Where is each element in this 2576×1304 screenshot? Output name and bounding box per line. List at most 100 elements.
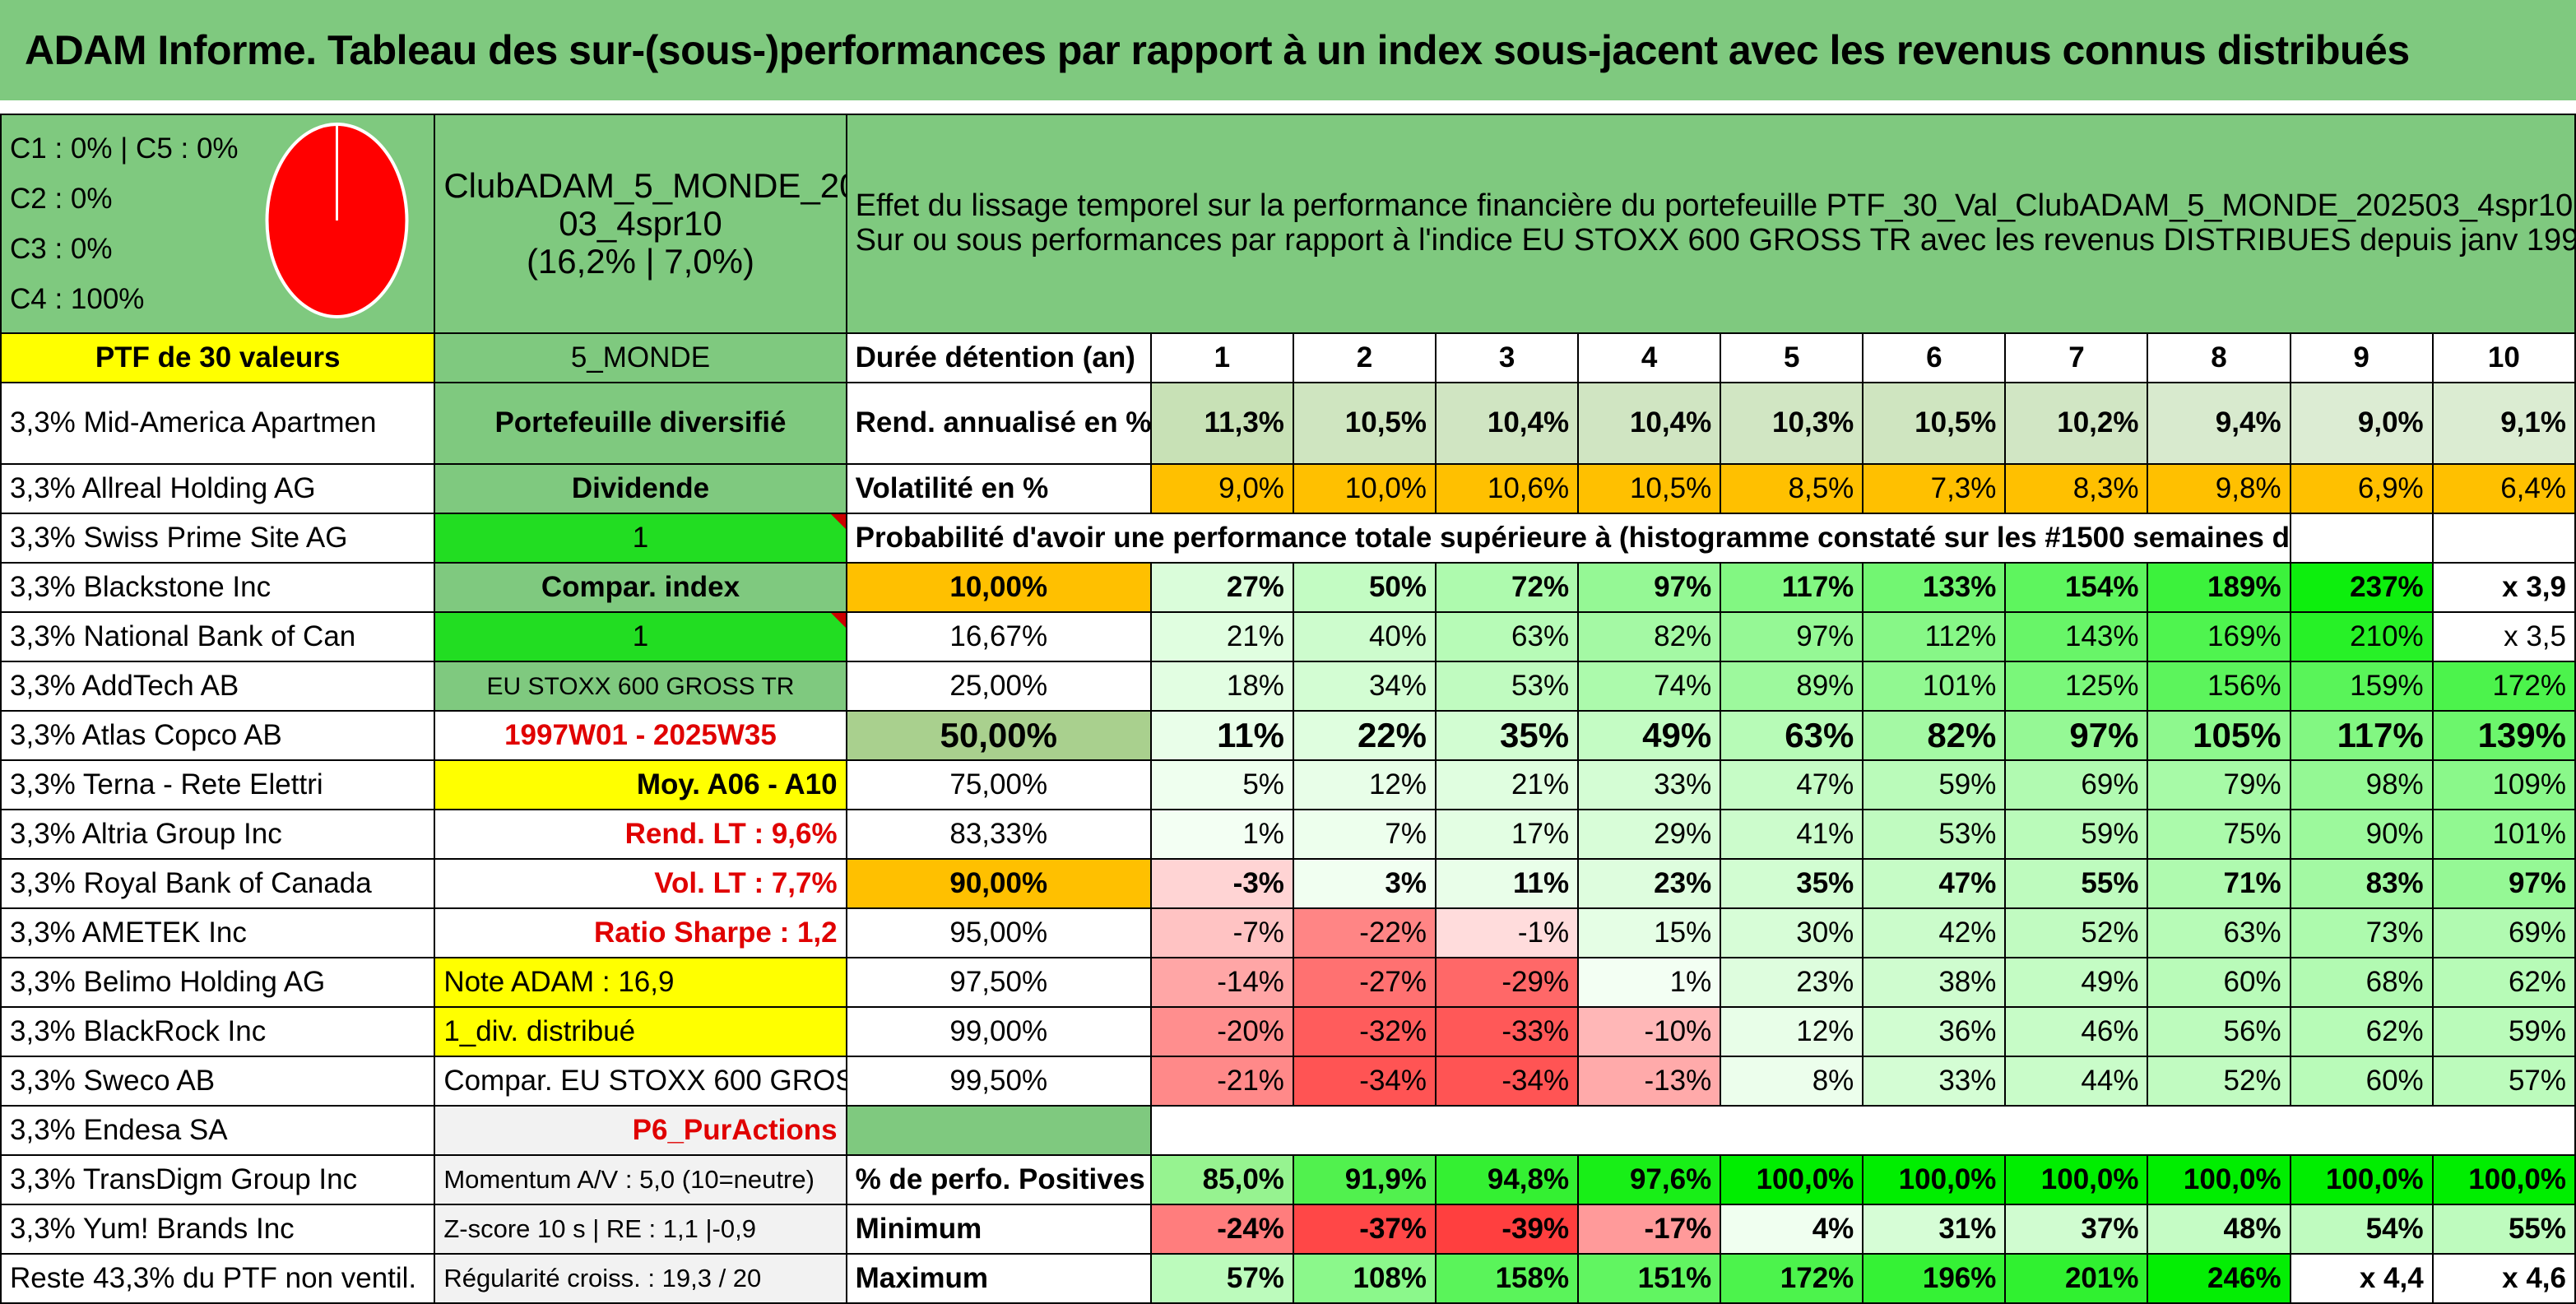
holding-row-remaining: Reste 43,3% du PTF non ventil.: [0, 1253, 436, 1304]
probability-value: 33%: [1577, 759, 1722, 810]
holding-row-6: 3,3% AddTech AB: [0, 661, 436, 712]
rend-value: 10,5%: [1862, 382, 2007, 465]
minimum-value: -17%: [1577, 1204, 1722, 1255]
separator-cell: [845, 1105, 1152, 1156]
rend-value: 9,0%: [2289, 382, 2434, 465]
holding-row-14: 3,3% Sweco AB: [0, 1056, 436, 1107]
probability-row: 3,3% Blackstone Inc Compar. index 10,00%…: [0, 562, 2576, 613]
minimum-value: -24%: [1149, 1204, 1294, 1255]
rend-value: 10,5%: [1292, 382, 1437, 465]
probability-value: 68%: [2289, 957, 2434, 1008]
probability-value: 71%: [2147, 858, 2291, 909]
probability-value: -14%: [1149, 957, 1294, 1008]
probability-row: 3,3% Terna - Rete Elettri Moy. A06 - A10…: [0, 759, 2576, 810]
adam-score: Note ADAM : 16,9: [434, 957, 847, 1008]
maximum-value: 158%: [1435, 1253, 1580, 1304]
probability-value: 63%: [1720, 710, 1864, 761]
positives-value: 94,8%: [1435, 1154, 1580, 1205]
probability-threshold: 83,33%: [845, 809, 1152, 860]
positives-value: 91,9%: [1292, 1154, 1437, 1205]
page-title: ADAM Informe. Tableau des sur-(sous-)per…: [0, 0, 2576, 100]
legend-c4: C4 : 100%: [10, 283, 145, 315]
volatility-value: 9,0%: [1149, 463, 1294, 514]
probability-value: 53%: [1435, 661, 1580, 712]
holding-row-1: 3,3% Mid-America Apartmen: [0, 382, 436, 465]
holding-row-3: 3,3% Swiss Prime Site AG: [0, 513, 436, 564]
probability-value: 60%: [2289, 1056, 2434, 1107]
probability-value: 75%: [2147, 809, 2291, 860]
maximum-value: 57%: [1149, 1253, 1294, 1304]
holding-row-13: 3,3% BlackRock Inc: [0, 1006, 436, 1057]
probability-value: 42%: [1862, 907, 2007, 958]
probability-row: 3,3% Sweco AB Compar. EU STOXX 600 GROSS…: [0, 1056, 2576, 1107]
sharpe-ratio: Ratio Sharpe : 1,2: [434, 907, 847, 958]
year-9: 9: [2289, 332, 2434, 383]
volatility-value: 10,6%: [1435, 463, 1580, 514]
positives-value: 100,0%: [2431, 1154, 2576, 1205]
allocation-legend: C1 : 0% | C5 : 0% C2 : 0% C3 : 0% C4 : 1…: [10, 123, 425, 324]
probability-value: 63%: [2147, 907, 2291, 958]
probability-value: 69%: [2431, 907, 2576, 958]
probability-value: 72%: [1435, 562, 1580, 613]
probability-threshold: 75,00%: [845, 759, 1152, 810]
allocation-pie-chart: [265, 123, 409, 318]
portfolio-profile: P6_PurActions: [434, 1105, 847, 1156]
maximum-value: 201%: [2004, 1253, 2149, 1304]
probability-value: 5%: [1149, 759, 1294, 810]
minimum-value: 48%: [2147, 1204, 2291, 1255]
maximum-value: 196%: [1862, 1253, 2007, 1304]
probability-value: 105%: [2147, 710, 2291, 761]
probability-value: 53%: [1862, 809, 2007, 860]
maximum-value: 151%: [1577, 1253, 1722, 1304]
probability-value: 117%: [1720, 562, 1864, 613]
minimum-value: -39%: [1435, 1204, 1580, 1255]
probability-value: 89%: [1720, 661, 1864, 712]
probability-row: 3,3% Royal Bank of Canada Vol. LT : 7,7%…: [0, 858, 2576, 909]
probability-threshold: 25,00%: [845, 661, 1152, 712]
long-term-return: Rend. LT : 9,6%: [434, 809, 847, 860]
effect-description-cell: Effet du lissage temporel sur la perform…: [845, 114, 2576, 334]
probability-header: Probabilité d'avoir une performance tota…: [845, 513, 2291, 564]
volatility-value: 6,9%: [2289, 463, 2434, 514]
probability-value: 11%: [1149, 710, 1294, 761]
effect-line2: Sur ou sous performances par rapport à l…: [855, 223, 2575, 258]
year-6: 6: [1862, 332, 2007, 383]
probability-value: 56%: [2147, 1006, 2291, 1057]
allocation-legend-cell: C1 : 0% | C5 : 0% C2 : 0% C3 : 0% C4 : 1…: [0, 114, 436, 334]
probability-value: 40%: [1292, 611, 1437, 662]
positives-value: 97,6%: [1577, 1154, 1722, 1205]
z-score: Z-score 10 s | RE : 1,1 |-0,9: [434, 1204, 847, 1255]
probability-value: 50%: [1292, 562, 1437, 613]
probability-value: 189%: [2147, 562, 2291, 613]
growth-regularity: Régularité croiss. : 19,3 / 20: [434, 1253, 847, 1304]
probability-value: 59%: [1862, 759, 2007, 810]
probability-value: -10%: [1577, 1006, 1722, 1057]
year-1: 1: [1149, 332, 1294, 383]
rend-value: 9,1%: [2431, 382, 2576, 465]
probability-threshold: 95,00%: [845, 907, 1152, 958]
probability-value: 90%: [2289, 809, 2434, 860]
rend-value: 11,3%: [1149, 382, 1294, 465]
holding-row-12: 3,3% Belimo Holding AG: [0, 957, 436, 1008]
holding-row-15: 3,3% Endesa SA: [0, 1105, 436, 1156]
portfolio-perf-summary: (16,2% | 7,0%): [526, 242, 754, 281]
probability-value: 97%: [1720, 611, 1864, 662]
rend-label: Rend. annualisé en %: [845, 382, 1152, 465]
probability-threshold: 16,67%: [845, 611, 1152, 662]
holdings-header: PTF de 30 valeurs: [0, 332, 436, 383]
holding-row-2: 3,3% Allreal Holding AG: [0, 463, 436, 514]
positives-value: 100,0%: [1720, 1154, 1864, 1205]
legend-c3: C3 : 0%: [10, 233, 113, 265]
probability-value: 79%: [2147, 759, 2291, 810]
year-8: 8: [2147, 332, 2291, 383]
probability-value: 21%: [1435, 759, 1580, 810]
minimum-value: 37%: [2004, 1204, 2149, 1255]
probability-value: 60%: [2147, 957, 2291, 1008]
probability-value: -33%: [1435, 1006, 1580, 1057]
probability-value: 156%: [2147, 661, 2291, 712]
probability-value: 49%: [2004, 957, 2149, 1008]
probability-threshold: 97,50%: [845, 957, 1152, 1008]
rend-value: 9,4%: [2147, 382, 2291, 465]
probability-value: 11%: [1435, 858, 1580, 909]
minimum-value: 54%: [2289, 1204, 2434, 1255]
